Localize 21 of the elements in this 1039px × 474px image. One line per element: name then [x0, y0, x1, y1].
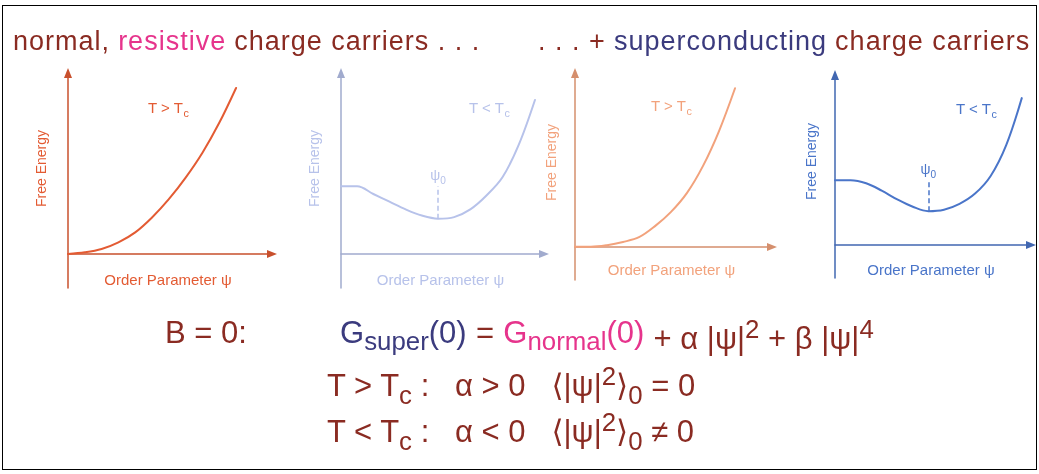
y-axis-title: Free Energy [306, 129, 322, 208]
text: G$_{normal}$(0) [503, 314, 645, 358]
text: = [475, 314, 495, 352]
x-axis-title: Order Parameter ψ [376, 271, 505, 288]
y-axis-title: Free Energy [543, 123, 559, 202]
text: T < T$_{c}$ : α < 0 ⟨|ψ|$^{2}$⟩$_{0}$ ≠ 0 [327, 407, 695, 457]
text: T > T$_{c}$ : α > 0 ⟨|ψ|$^{2}$⟩$_{0}$ = 0 [327, 362, 696, 409]
x-axis-title: Order Parameter ψ [104, 271, 232, 288]
text: G$_{super}$(0) [340, 314, 467, 358]
x-axis-title: Order Parameter ψ [867, 261, 995, 278]
text: + α |ψ|$^{2}$ + β |ψ|$^{4}$ [653, 314, 874, 358]
text: normal, [13, 25, 111, 58]
text: . . . + [538, 25, 606, 58]
text: charge carriers . . . [234, 25, 481, 58]
y-axis-title: Free Energy [803, 122, 819, 201]
y-axis-title: Free Energy [33, 129, 49, 208]
x-axis-title: Order Parameter ψ [607, 261, 736, 278]
text: superconducting [613, 25, 828, 58]
text: B = 0: [165, 314, 247, 352]
text: charge carriers [835, 25, 1031, 58]
text: resistive [118, 25, 227, 58]
